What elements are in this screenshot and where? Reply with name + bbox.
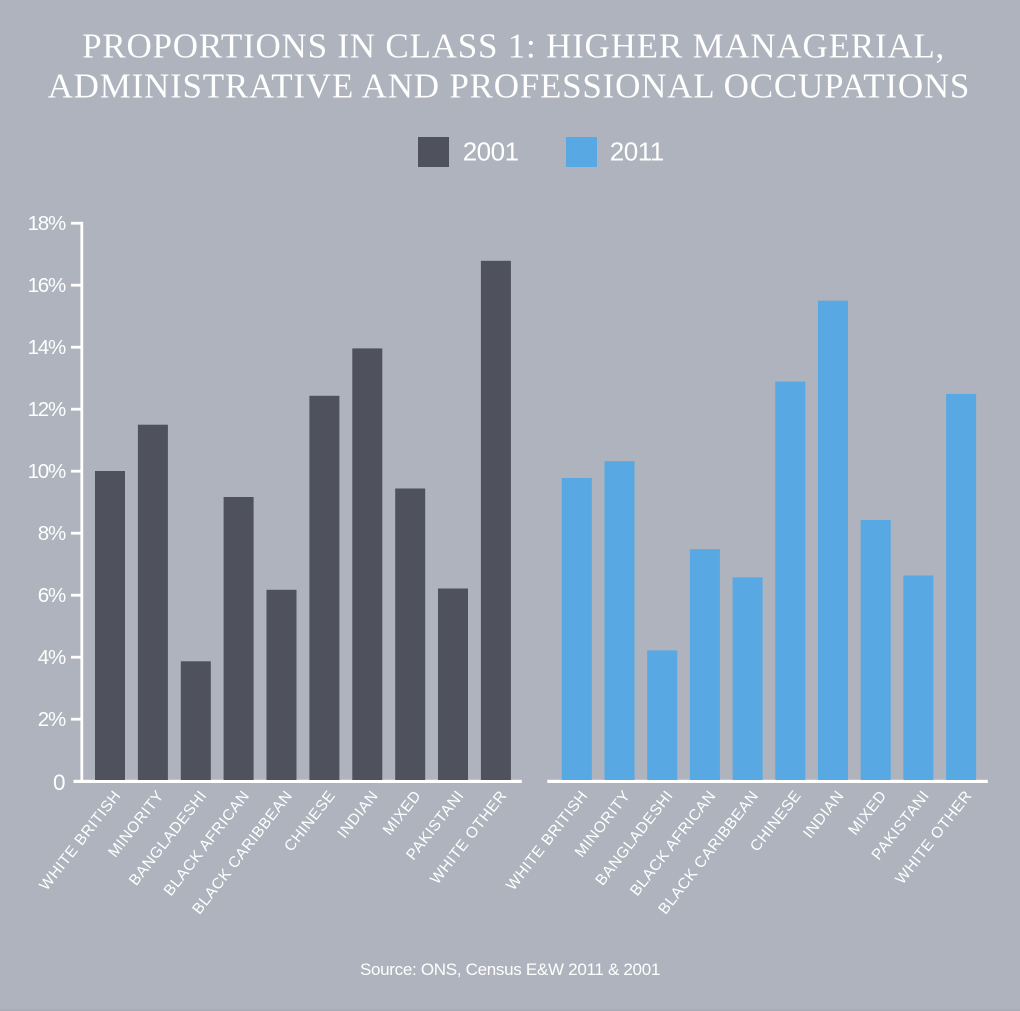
svg-text:8%: 8%: [38, 522, 66, 545]
svg-text:2%: 2%: [38, 708, 66, 731]
svg-text:2001: 2001: [463, 137, 519, 167]
svg-text:2011: 2011: [610, 137, 664, 167]
svg-text:4%: 4%: [38, 646, 66, 669]
svg-text:16%: 16%: [28, 274, 66, 297]
svg-text:Source: ONS, Census E&W 2011 &: Source: ONS, Census E&W 2011 & 2001: [360, 960, 660, 979]
svg-text:14%: 14%: [28, 336, 66, 359]
svg-text:12%: 12%: [28, 398, 66, 421]
svg-text:10%: 10%: [28, 460, 66, 483]
svg-text:PROPORTIONS IN CLASS 1: HIGHER: PROPORTIONS IN CLASS 1: HIGHER MANAGERIA…: [82, 26, 945, 65]
svg-text:6%: 6%: [38, 584, 66, 607]
svg-text:ADMINISTRATIVE AND PROFESSIONA: ADMINISTRATIVE AND PROFESSIONAL OCCUPATI…: [48, 66, 971, 105]
svg-text:0: 0: [53, 770, 66, 795]
svg-text:18%: 18%: [28, 212, 66, 235]
